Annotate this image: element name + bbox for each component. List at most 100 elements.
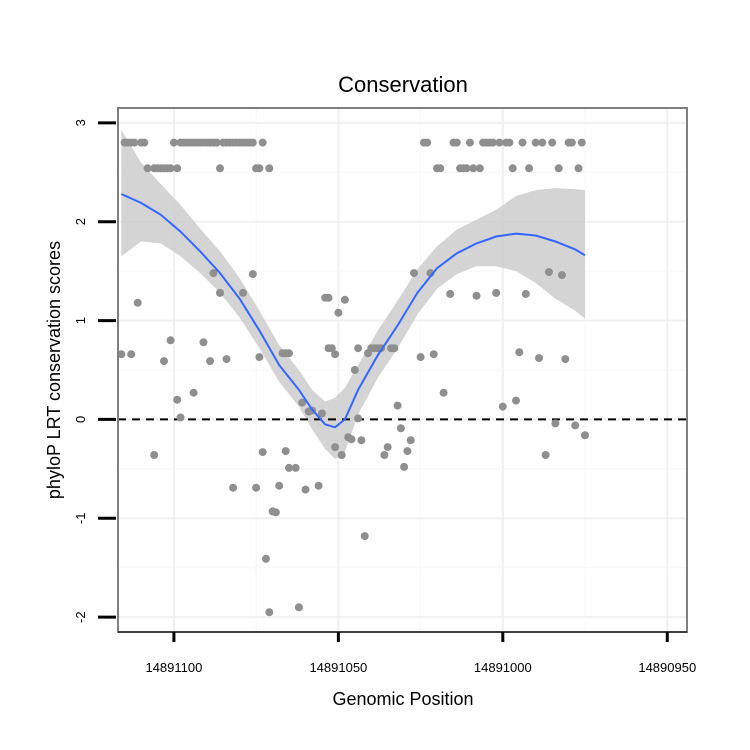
x-tick-label: 14891000 [474,660,532,675]
data-point [452,138,461,147]
data-point [160,357,168,366]
data-point [258,448,267,457]
y-tick: 1 [73,317,116,324]
data-point [173,164,182,173]
data-point [327,344,336,353]
data-point [416,353,425,362]
data-point [436,164,445,173]
data-point [548,138,557,147]
y-tick-label: -1 [73,513,88,525]
grid [118,108,687,632]
y-tick-label: -2 [73,611,88,623]
chart-title: Conservation [338,72,468,97]
x-tick-label: 14891100 [145,660,202,675]
data-point [357,436,366,445]
data-point [390,344,399,353]
data-point [544,268,553,277]
data-point [337,451,346,459]
data-point [393,401,402,410]
data-point [199,338,208,347]
data-point [535,354,543,363]
data-point [166,336,175,345]
data-point [525,164,534,173]
data-point [281,447,290,456]
data-point [206,357,215,366]
confidence-ribbon-layer [121,129,586,460]
y-tick-label: 1 [73,317,88,324]
data-point [189,388,198,397]
data-point [340,295,349,304]
y-tick: 2 [73,218,116,225]
data-point [143,164,152,173]
data-point [130,138,139,147]
data-points [117,138,589,617]
data-point [410,269,418,278]
data-point [541,451,550,459]
x-tick: 14890950 [638,632,696,675]
data-point [262,554,270,563]
data-point [515,348,524,357]
x-axis-title: Genomic Position [332,689,473,709]
data-point [301,485,310,494]
data-point [169,138,178,147]
confidence-ribbon [121,129,586,460]
data-point [222,355,231,364]
data-point [334,308,343,317]
data-point [216,164,224,173]
data-point [324,293,333,302]
x-tick: 14891100 [145,632,202,675]
y-tick-label: 2 [73,218,88,225]
data-point [439,388,448,397]
data-point [492,288,501,297]
data-point [212,138,221,147]
fit-line [120,193,586,429]
data-point [166,164,175,173]
data-point [518,138,527,147]
y-tick-label: 0 [73,416,88,423]
data-point [314,481,323,490]
data-point [472,291,481,300]
data-point [350,366,359,374]
data-point [396,424,405,433]
data-point [239,288,247,297]
data-point [423,138,432,147]
y-tick: -1 [73,513,116,525]
data-point [469,164,478,173]
data-point [265,608,274,617]
data-point [216,288,224,297]
data-point [258,138,267,147]
data-point [150,451,159,459]
data-point [505,138,514,147]
data-point [265,164,274,173]
y-tick-label: 3 [73,119,88,126]
data-point [531,138,540,147]
data-point [577,138,586,147]
data-point [255,164,264,173]
data-point [248,270,257,279]
data-point [285,349,293,358]
data-point [354,414,363,423]
data-point [521,289,530,298]
data-point [554,164,563,173]
data-point [495,138,504,147]
data-point [498,402,507,411]
data-point [331,350,340,359]
data-point [176,413,185,422]
data-point [271,508,280,517]
y-axis: -2 -1 0 1 2 3 phyloP LRT conservation sc… [44,119,116,623]
data-point [465,138,474,147]
data-point [209,269,218,278]
data-point [360,532,369,541]
data-point [475,164,484,173]
data-point [571,421,580,430]
data-point [380,451,389,459]
data-point [291,463,300,472]
y-tick: 0 [73,416,116,423]
data-point [252,483,261,492]
data-point [538,138,547,147]
x-tick-label: 14890950 [638,660,696,675]
data-point [512,396,520,405]
data-point [133,298,142,307]
data-point [574,164,583,173]
